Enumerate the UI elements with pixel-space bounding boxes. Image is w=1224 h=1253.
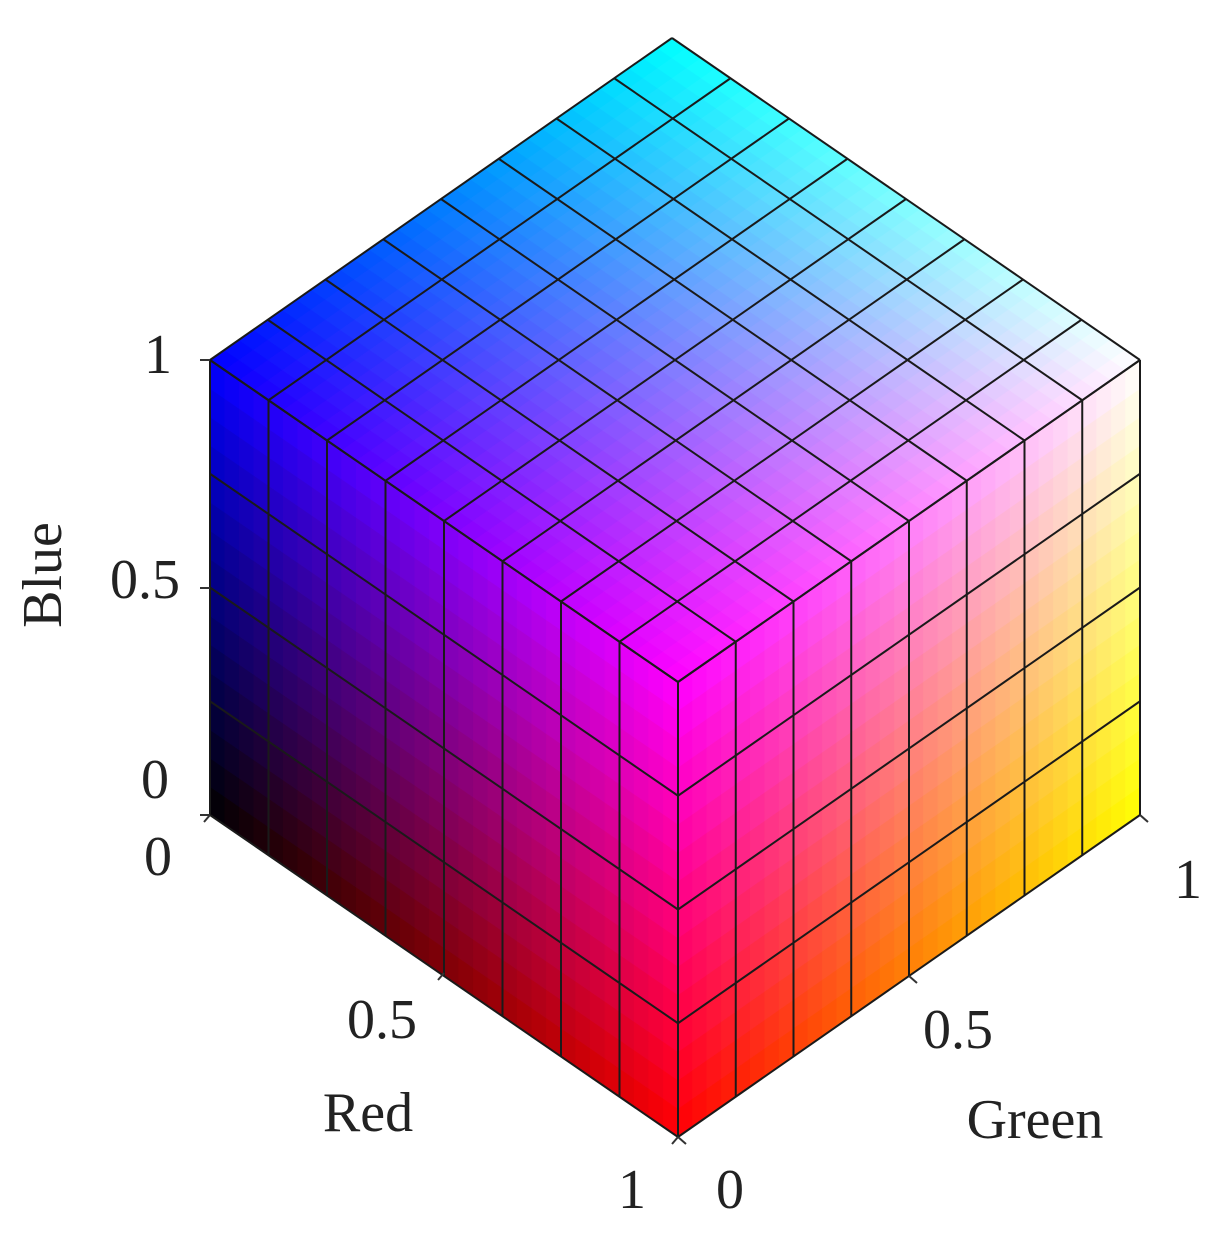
axis-label: Blue [12,522,74,628]
grid-line [209,586,679,911]
tick-label: 0 [144,826,172,888]
tick-mark [437,972,445,981]
grid-line [324,278,795,603]
tick-mark [908,975,918,984]
tick-label: 1 [1174,849,1202,911]
grid-line [440,198,910,522]
grid-line [677,586,1141,911]
tick-label: 0 [716,1159,744,1221]
cube-grid [209,37,1141,1138]
grid-line [677,472,1141,797]
grid-line [209,700,679,1025]
axis-label: Green [967,1089,1104,1151]
grid-line [209,359,679,683]
grid-line [267,318,737,643]
cube-fills [209,37,1141,1138]
grid-line [209,472,679,797]
tick-mark [1139,814,1149,823]
tick-mark [203,814,211,823]
tick-label: 0.5 [923,999,993,1061]
grid-line [209,814,679,1138]
tick-marks [200,359,1149,1145]
grid-line [555,117,1026,442]
tick-label: 0 [141,749,169,811]
tick-label: 0.5 [347,989,417,1051]
tick-label: 0.5 [110,549,180,611]
tick-mark [677,1136,687,1145]
grid-line [382,238,852,563]
tick-mark [671,1136,679,1145]
grid-line [671,37,1141,361]
grid-line [613,77,1083,402]
tick-label: 1 [618,1159,646,1221]
tick-label: 1 [144,324,172,386]
axis-label: Red [323,1082,413,1144]
grid-line [498,157,968,482]
grid-line [677,700,1141,1025]
